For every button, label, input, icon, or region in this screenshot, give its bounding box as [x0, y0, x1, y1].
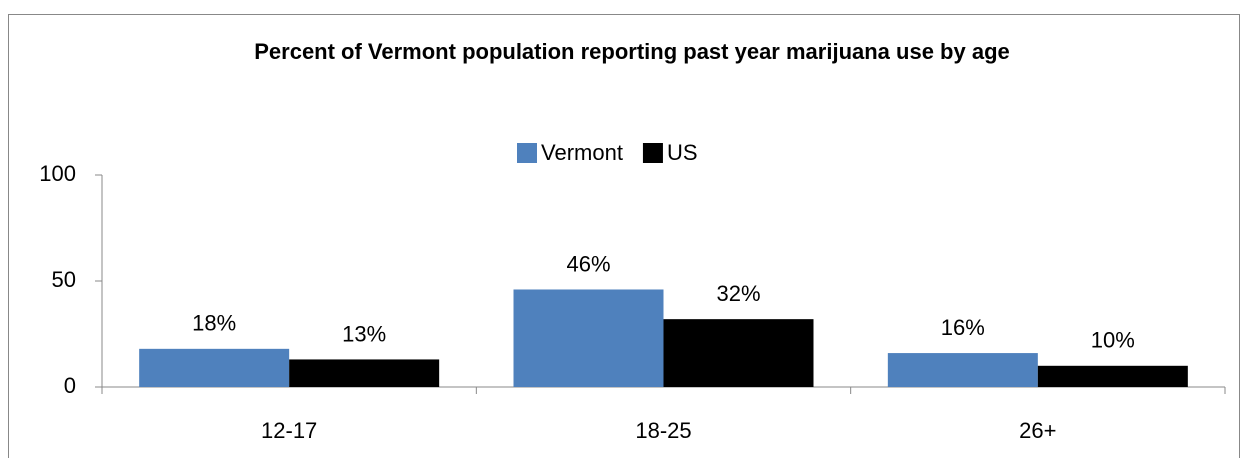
- legend-label: US: [667, 140, 698, 165]
- bar: [289, 359, 440, 387]
- data-label: 18%: [192, 311, 236, 336]
- bar: [513, 289, 664, 387]
- y-tick-label: 50: [52, 267, 76, 292]
- x-tick-label: 12-17: [261, 418, 317, 443]
- x-tick-label: 18-25: [635, 418, 691, 443]
- chart-title: Percent of Vermont population reporting …: [254, 39, 1010, 64]
- chart-frame: [8, 14, 1240, 458]
- data-label: 32%: [716, 281, 760, 306]
- legend-swatch: [517, 143, 537, 163]
- x-tick-label: 26+: [1019, 418, 1056, 443]
- data-label: 46%: [566, 251, 610, 276]
- y-tick-label: 100: [39, 161, 76, 186]
- legend-swatch: [642, 143, 663, 163]
- data-label: 16%: [941, 315, 985, 340]
- legend-label: Vermont: [541, 140, 623, 165]
- bar: [1037, 365, 1188, 387]
- bar: [139, 348, 290, 387]
- data-label: 10%: [1091, 328, 1135, 353]
- y-tick-label: 0: [64, 373, 76, 398]
- bar: [663, 319, 814, 387]
- data-label: 13%: [342, 321, 386, 346]
- bar: [887, 353, 1038, 387]
